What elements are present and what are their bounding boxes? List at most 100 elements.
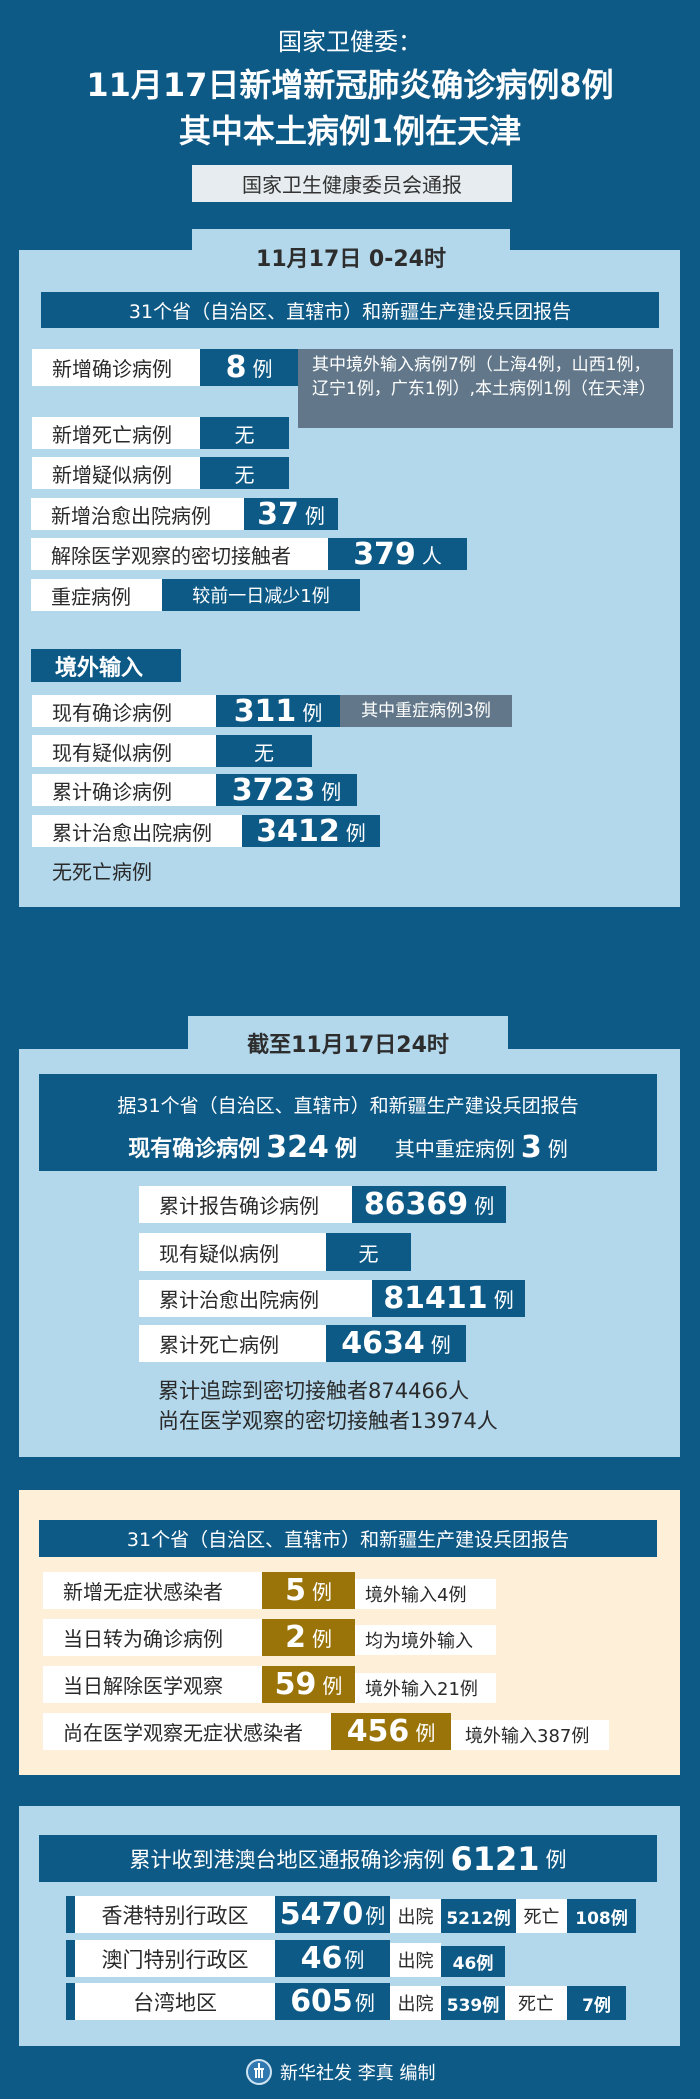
no-death-note: 无死亡病例	[52, 859, 152, 884]
row-label: 累计报告确诊病例	[139, 1186, 352, 1223]
region-label: 台湾地区	[75, 1983, 275, 2020]
value-unit: 例	[415, 1721, 436, 1745]
value-number: 2	[285, 1620, 306, 1655]
current-confirmed-unit: 例	[334, 1137, 357, 1162]
discharged-value: 539例	[441, 1986, 505, 2020]
imported-section-title: 境外输入	[31, 649, 181, 682]
row-label: 新增疑似病例	[32, 457, 200, 489]
row-value: 无	[200, 457, 289, 489]
value-number: 8	[225, 350, 247, 385]
value-unit: 例	[345, 820, 366, 845]
row-value: 37 例	[244, 496, 338, 532]
row-value: 379 人	[328, 536, 467, 572]
row-note: 境外输入4例	[355, 1579, 496, 1609]
contacts-observed-line: 尚在医学观察的密切接触者13974人	[158, 1409, 498, 1433]
row-value: 较前一日减少1例	[162, 579, 360, 611]
row-value: 无	[200, 417, 289, 449]
value-number: 5470	[279, 1897, 364, 1932]
discharged-label: 出院	[390, 1899, 441, 1933]
row-label: 现有疑似病例	[32, 735, 216, 767]
row-value: 无	[326, 1233, 411, 1271]
asymptomatic-report-bar: 31个省（自治区、直辖市）和新疆生产建设兵团报告	[39, 1520, 657, 1557]
row-note: 境外输入21例	[355, 1673, 496, 1703]
death-label: 死亡	[505, 1986, 567, 2020]
value-number: 37	[257, 496, 299, 532]
hmt-header-text: 累计收到港澳台地区通报确诊病例	[129, 1847, 445, 1872]
xinhua-logo-icon	[246, 2058, 272, 2086]
value-number: 605	[290, 1984, 353, 2019]
headline-line-2: 其中本土病例1例在天津	[178, 112, 522, 150]
value-number: 3412	[256, 813, 340, 849]
region-label: 澳门特别行政区	[75, 1940, 275, 1977]
row-label: 累计治愈出院病例	[32, 815, 242, 847]
value-number: 456	[346, 1714, 410, 1749]
row-marker	[66, 1896, 75, 1933]
value-unit: 例	[430, 1333, 451, 1357]
region-value: 46 例	[275, 1940, 390, 1977]
org-title: 国家卫健委：	[278, 27, 422, 56]
value-number: 379	[353, 536, 416, 572]
row-label: 累计治愈出院病例	[139, 1280, 372, 1317]
value-unit: 例	[311, 1627, 332, 1651]
daily-report-bar: 31个省（自治区、直辖市）和新疆生产建设兵团报告	[41, 292, 659, 328]
value-unit: 例	[354, 1991, 375, 2015]
row-marker	[66, 1940, 75, 1977]
value-unit: 人	[421, 543, 442, 568]
cumulative-report-line: 据31个省（自治区、直辖市）和新疆生产建设兵团报告	[117, 1094, 579, 1117]
discharged-value: 5212例	[441, 1899, 516, 1933]
row-label: 当日转为确诊病例	[43, 1619, 262, 1656]
row-label: 新增死亡病例	[32, 417, 200, 449]
value-unit: 例	[304, 503, 325, 528]
row-marker	[66, 1983, 75, 2020]
value-number: 86369	[363, 1187, 469, 1222]
value-unit: 例	[493, 1288, 514, 1312]
row-label: 新增无症状感染者	[43, 1572, 262, 1609]
discharged-value: 46例	[441, 1946, 505, 1977]
value-unit: 例	[321, 779, 342, 804]
row-value: 59 例	[262, 1666, 355, 1703]
row-value: 无	[216, 735, 312, 767]
contacts-traced-line: 累计追踪到密切接触者874466人	[158, 1379, 470, 1403]
region-label: 香港特别行政区	[75, 1896, 275, 1933]
current-confirmed-label: 现有确诊病例	[128, 1137, 261, 1162]
region-value: 605 例	[275, 1983, 390, 2020]
value-number: 81411	[383, 1281, 488, 1316]
region-value: 5470 例	[275, 1896, 390, 1933]
row-label: 新增确诊病例	[32, 349, 200, 386]
value-unit: 例	[311, 1580, 332, 1604]
value-number: 311	[233, 693, 297, 729]
row-label: 当日解除医学观察	[43, 1666, 262, 1703]
daily-title: 11月17日 0-24时	[256, 247, 446, 272]
footer-credit: 新华社发 李真 编制	[280, 2063, 436, 2084]
cumulative-title: 截至11月17日24时	[247, 1033, 449, 1058]
death-value: 7例	[567, 1986, 626, 2020]
value-number: 5	[285, 1573, 306, 1608]
row-value: 81411 例	[372, 1280, 525, 1317]
value-unit: 例	[322, 1674, 343, 1698]
row-note: 其中重症病例3例	[340, 695, 512, 727]
current-confirmed-value: 324	[266, 1129, 329, 1165]
value-number: 46	[300, 1941, 343, 1976]
discharged-label: 出院	[390, 1943, 441, 1977]
value-unit: 例	[365, 1904, 386, 1928]
value-number: 59	[274, 1667, 317, 1702]
hmt-header-bar: 累计收到港澳台地区通报确诊病例 6121 例	[39, 1835, 657, 1882]
death-value: 108例	[567, 1899, 636, 1933]
row-label: 重症病例	[31, 579, 162, 611]
row-note: 其中境外输入病例7例（上海4例，山西1例，辽宁1例，广东1例）,本土病例1例（在…	[298, 349, 673, 428]
row-note: 均为境外输入	[355, 1625, 496, 1655]
row-label: 现有确诊病例	[32, 695, 216, 727]
hmt-header-unit: 例	[545, 1847, 567, 1872]
row-value: 3723 例	[216, 773, 357, 808]
row-label: 累计死亡病例	[139, 1325, 326, 1362]
headline-line-1: 11月17日新增新冠肺炎确诊病例8例	[86, 66, 614, 104]
row-label: 新增治愈出院病例	[31, 498, 244, 530]
value-number: 4634	[341, 1326, 425, 1361]
source-badge: 国家卫生健康委员会通报	[192, 165, 512, 202]
value-unit: 例	[252, 357, 273, 381]
discharged-label: 出院	[390, 1986, 441, 2020]
row-label: 现有疑似病例	[139, 1233, 326, 1271]
cumulative-header-box: 据31个省（自治区、直辖市）和新疆生产建设兵团报告 现有确诊病例 324 例 其…	[39, 1074, 657, 1171]
